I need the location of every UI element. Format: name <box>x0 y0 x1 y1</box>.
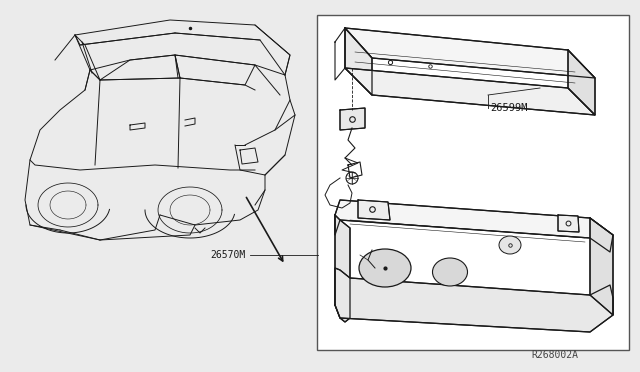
Bar <box>317 15 629 350</box>
Polygon shape <box>568 50 595 115</box>
Ellipse shape <box>359 249 411 287</box>
Polygon shape <box>345 28 595 78</box>
Polygon shape <box>340 108 365 130</box>
Polygon shape <box>558 215 579 232</box>
Polygon shape <box>335 215 350 322</box>
Polygon shape <box>335 200 613 252</box>
Polygon shape <box>590 218 613 315</box>
Ellipse shape <box>433 258 467 286</box>
Polygon shape <box>358 200 390 220</box>
Text: 26599M: 26599M <box>490 103 527 113</box>
Ellipse shape <box>499 236 521 254</box>
Bar <box>5 5 305 290</box>
Text: 26570M: 26570M <box>210 250 245 260</box>
Polygon shape <box>335 268 613 332</box>
Polygon shape <box>345 68 595 115</box>
Polygon shape <box>345 28 372 95</box>
Text: R268002A: R268002A <box>531 350 579 360</box>
